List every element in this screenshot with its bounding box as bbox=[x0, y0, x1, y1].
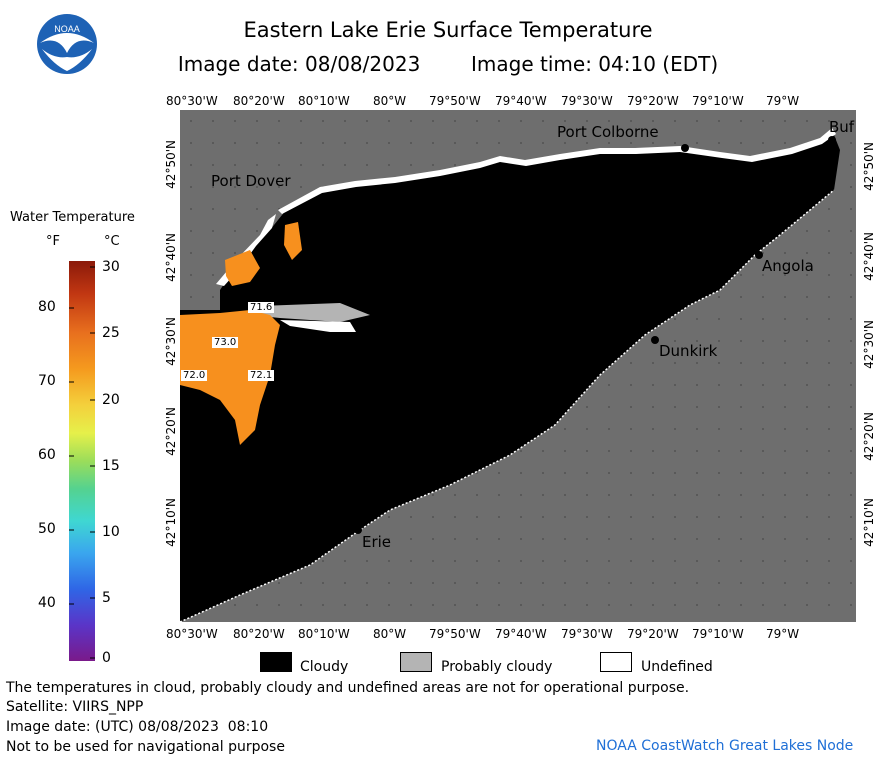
c-tick-10: 10 bbox=[102, 524, 120, 540]
dot-buffalo bbox=[828, 136, 836, 144]
lon-top-9: 79°10'W bbox=[692, 94, 744, 108]
lat-left-3: 42°30'N bbox=[164, 317, 178, 366]
lon-bottom-8: 79°20'W bbox=[627, 627, 679, 641]
temp-label: 72.1 bbox=[248, 370, 275, 381]
temp-label: 73.0 bbox=[212, 337, 239, 348]
lat-left-5: 42°10'N bbox=[164, 498, 178, 547]
subtitle: Image date: 08/08/2023 Image time: 04:10… bbox=[0, 52, 896, 76]
c-tick-15: 15 bbox=[102, 458, 120, 474]
lon-bottom-2: 80°20'W bbox=[233, 627, 285, 641]
lat-left-2: 42°40'N bbox=[164, 233, 178, 282]
footer-nav-warning: Not to be used for navigational purpose bbox=[6, 739, 285, 755]
lon-bottom-1: 80°30'W bbox=[166, 627, 218, 641]
lon-top-6: 79°40'W bbox=[495, 94, 547, 108]
lon-bottom-5: 79°50'W bbox=[429, 627, 481, 641]
lon-top-10: 79°W bbox=[766, 94, 800, 108]
lon-bottom-9: 79°10'W bbox=[692, 627, 744, 641]
lon-top-3: 80°10'W bbox=[298, 94, 350, 108]
legend-title: Water Temperature bbox=[10, 210, 135, 225]
lon-top-4: 80°W bbox=[373, 94, 407, 108]
footer-note: The temperatures in cloud, probably clou… bbox=[6, 680, 690, 696]
label-port-dover: Port Dover bbox=[211, 172, 291, 190]
lon-bottom-3: 80°10'W bbox=[298, 627, 350, 641]
lon-top-2: 80°20'W bbox=[233, 94, 285, 108]
lat-right-2: 42°40'N bbox=[862, 232, 876, 281]
lon-top-5: 79°50'W bbox=[429, 94, 481, 108]
footer-utc-date: Image date: (UTC) 08/08/2023 08:10 bbox=[6, 719, 269, 735]
f-tick-60: 60 bbox=[38, 447, 56, 463]
f-tick-40: 40 bbox=[38, 595, 56, 611]
warm-water-area bbox=[180, 310, 280, 445]
key-cloudy-label: Cloudy bbox=[300, 659, 349, 675]
f-tick-70: 70 bbox=[38, 373, 56, 389]
unit-celsius: °C bbox=[104, 234, 120, 249]
image-date: Image date: 08/08/2023 bbox=[177, 52, 421, 76]
c-tick-5: 5 bbox=[102, 590, 111, 606]
dot-dunkirk bbox=[651, 336, 659, 344]
lon-top-7: 79°30'W bbox=[561, 94, 613, 108]
dot-angola bbox=[755, 251, 763, 259]
footer-credit: NOAA CoastWatch Great Lakes Node bbox=[596, 738, 854, 754]
label-buffalo: Buf bbox=[829, 118, 855, 136]
lon-top-1: 80°30'W bbox=[166, 94, 218, 108]
label-port-colborne: Port Colborne bbox=[557, 123, 659, 141]
key-probably-cloudy-label: Probably cloudy bbox=[441, 659, 553, 675]
lat-right-5: 42°10'N bbox=[862, 498, 876, 547]
lon-bottom-7: 79°30'W bbox=[561, 627, 613, 641]
temp-label: 72.0 bbox=[181, 370, 208, 381]
key-probably-cloudy-swatch bbox=[400, 652, 432, 672]
probably-cloudy-area bbox=[260, 303, 370, 322]
lat-left-1: 42°50'N bbox=[164, 140, 178, 189]
lon-bottom-4: 80°W bbox=[373, 627, 407, 641]
page-title: Eastern Lake Erie Surface Temperature bbox=[243, 18, 653, 42]
cloud-cover bbox=[180, 130, 840, 622]
image-time: Image time: 04:10 (EDT) bbox=[471, 52, 719, 76]
lon-top-8: 79°20'W bbox=[627, 94, 679, 108]
noaa-logo: NOAA bbox=[36, 13, 98, 75]
dot-port-colborne bbox=[681, 144, 689, 152]
label-dunkirk: Dunkirk bbox=[659, 342, 718, 360]
lon-bottom-10: 79°W bbox=[766, 627, 800, 641]
c-tick-20: 20 bbox=[102, 392, 120, 408]
f-tick-80: 80 bbox=[38, 299, 56, 315]
dot-erie bbox=[354, 526, 362, 534]
lat-right-1: 42°50'N bbox=[862, 142, 876, 191]
key-cloudy-swatch bbox=[260, 652, 292, 672]
label-erie: Erie bbox=[362, 533, 392, 551]
unit-fahrenheit: °F bbox=[46, 234, 60, 249]
lat-right-3: 42°30'N bbox=[862, 320, 876, 369]
color-scale bbox=[69, 261, 95, 661]
lat-left-4: 42°20'N bbox=[164, 407, 178, 456]
f-tick-50: 50 bbox=[38, 521, 56, 537]
c-tick-0: 0 bbox=[102, 650, 111, 666]
temp-label: 71.6 bbox=[248, 302, 275, 313]
c-tick-30: 30 bbox=[102, 259, 120, 275]
lat-right-4: 42°20'N bbox=[862, 412, 876, 461]
lon-bottom-6: 79°40'W bbox=[495, 627, 547, 641]
logo-text: NOAA bbox=[54, 24, 80, 34]
c-tick-25: 25 bbox=[102, 325, 120, 341]
key-undefined-label: Undefined bbox=[641, 659, 713, 675]
footer-satellite: Satellite: VIIRS_NPP bbox=[6, 699, 144, 715]
key-undefined-swatch bbox=[600, 652, 632, 672]
lake-erie-map bbox=[179, 110, 856, 623]
label-angola: Angola bbox=[762, 257, 814, 275]
